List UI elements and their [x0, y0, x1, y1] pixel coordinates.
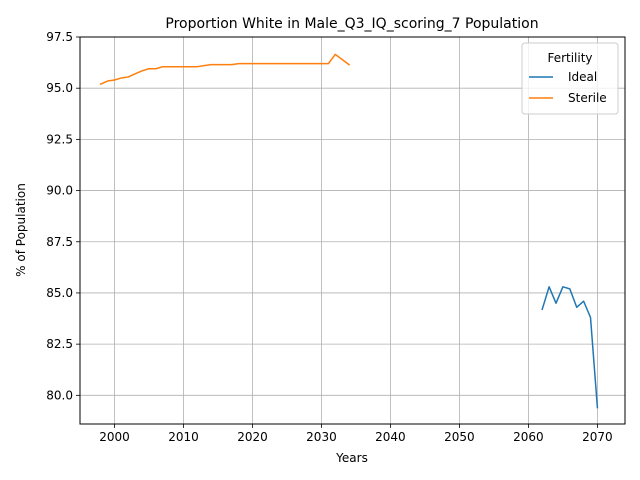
y-tick-label: 85.0	[46, 286, 73, 300]
x-axis-ticks: 2000 2010 2020 2030 2040 2050 2060 2070	[99, 424, 613, 444]
x-tick-label: 2040	[375, 430, 406, 444]
x-tick-label: 2050	[444, 430, 475, 444]
x-tick-label: 2000	[99, 430, 130, 444]
x-tick-label: 2070	[582, 430, 613, 444]
x-tick-label: 2030	[306, 430, 337, 444]
x-axis-label: Years	[335, 451, 368, 465]
series-line-sterile	[99, 53, 351, 86]
series-line-ideal	[541, 286, 599, 409]
y-tick-label: 87.5	[46, 235, 73, 249]
y-axis-ticks: 80.0 82.5 85.0 87.5 90.0 92.5 95.0 97.5	[46, 30, 80, 402]
y-tick-label: 97.5	[46, 30, 73, 44]
x-tick-label: 2020	[237, 430, 268, 444]
y-tick-label: 95.0	[46, 81, 73, 95]
series-lines	[99, 53, 599, 409]
x-tick-label: 2060	[513, 430, 544, 444]
y-tick-label: 82.5	[46, 337, 73, 351]
x-tick-label: 2010	[168, 430, 199, 444]
y-tick-label: 90.0	[46, 184, 73, 198]
legend-label-sterile: Sterile	[568, 91, 607, 105]
y-axis-label: % of Population	[14, 183, 28, 277]
chart-title: Proportion White in Male_Q3_IQ_scoring_7…	[165, 16, 538, 32]
plot-frame	[79, 36, 626, 425]
legend: Fertility Ideal Sterile	[521, 42, 619, 115]
y-tick-label: 92.5	[46, 132, 73, 146]
legend-box	[521, 42, 619, 115]
legend-label-ideal: Ideal	[568, 70, 597, 84]
legend-title: Fertility	[547, 51, 592, 65]
y-tick-label: 80.0	[46, 388, 73, 402]
